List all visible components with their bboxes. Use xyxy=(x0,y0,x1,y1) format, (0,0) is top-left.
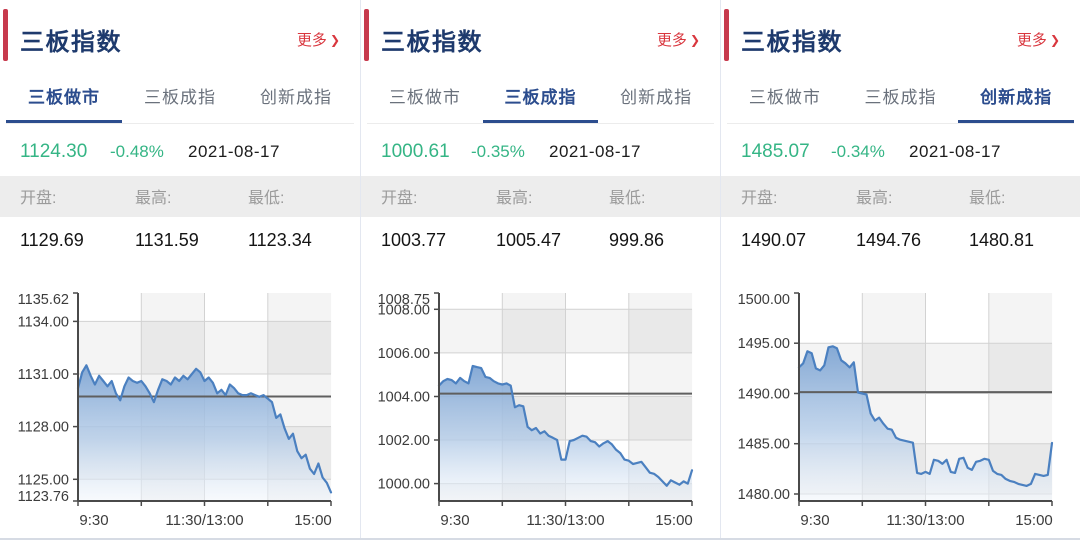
tab-chuangxin-chengzhi[interactable]: 创新成指 xyxy=(958,70,1074,123)
svg-text:1002.00: 1002.00 xyxy=(378,433,430,449)
svg-text:9:30: 9:30 xyxy=(800,512,829,529)
index-tabs: 三板做市 三板成指 创新成指 xyxy=(6,70,354,124)
chevron-right-icon: ❯ xyxy=(689,33,700,47)
quote-row: 1000.61 -0.35% 2021-08-17 xyxy=(361,124,720,176)
svg-text:9:30: 9:30 xyxy=(440,512,469,529)
stats-values-row: 1003.77 1005.47 999.86 xyxy=(361,217,720,253)
svg-text:1131.00: 1131.00 xyxy=(18,367,69,383)
stats-label-band: 开盘: 最高: 最低: xyxy=(0,176,360,217)
tab-sanban-zuoshi[interactable]: 三板做市 xyxy=(388,88,461,107)
low-value: 1480.81 xyxy=(969,230,1035,250)
high-value: 1005.47 xyxy=(496,230,562,250)
svg-text:1006.00: 1006.00 xyxy=(378,346,430,362)
low-label: 最低: xyxy=(248,190,285,207)
open-value: 1003.77 xyxy=(381,230,447,250)
tab-sanban-zuoshi[interactable]: 三板做市 xyxy=(6,70,122,123)
intraday-chart: 1135.62 1134.00 1131.00 1128.00 1125.001123.… xyxy=(18,292,333,529)
svg-text:15:00: 15:00 xyxy=(655,512,693,529)
svg-text:11:30/13:00: 11:30/13:00 xyxy=(165,512,243,529)
svg-text:11:30/13:00: 11:30/13:00 xyxy=(886,512,964,529)
more-label: 更多 xyxy=(296,31,327,49)
index-panel-2: 三板指数 更多 ❯ 三板做市 三板成指 创新成指 1000.61 -0.35% … xyxy=(360,0,720,538)
index-price: 1000.61 xyxy=(381,141,450,162)
index-panel-3: 三板指数 更多 ❯ 三板做市 三板成指 创新成指 1485.07 -0.34% … xyxy=(720,0,1080,538)
svg-text:1490.00: 1490.00 xyxy=(738,387,790,403)
more-label: 更多 xyxy=(656,31,687,49)
more-link[interactable]: 更多 ❯ xyxy=(657,29,700,50)
chevron-right-icon: ❯ xyxy=(1049,33,1060,47)
low-value: 1123.34 xyxy=(248,230,312,250)
svg-text:1008.00: 1008.00 xyxy=(378,302,430,318)
low-label: 最低: xyxy=(609,190,646,207)
page-title: 三板指数 xyxy=(741,28,843,56)
stats-values-row: 1129.69 1131.59 1123.34 xyxy=(0,217,360,253)
page-title: 三板指数 xyxy=(381,28,483,56)
panel-header: 三板指数 更多 ❯ xyxy=(0,0,360,62)
stats-values-row: 1490.07 1494.76 1480.81 xyxy=(721,217,1080,253)
index-price: 1485.07 xyxy=(741,141,810,162)
quote-row: 1485.07 -0.34% 2021-08-17 xyxy=(721,124,1080,176)
more-label: 更多 xyxy=(1016,31,1047,49)
tab-chuangxin-chengzhi[interactable]: 创新成指 xyxy=(260,88,332,107)
quote-date: 2021-08-17 xyxy=(909,142,1001,161)
index-change-percent: -0.34% xyxy=(831,142,885,161)
more-link[interactable]: 更多 ❯ xyxy=(1017,29,1060,50)
tab-sanban-chengzhi[interactable]: 三板成指 xyxy=(482,70,599,123)
svg-text:1500.00: 1500.00 xyxy=(738,292,790,308)
more-link[interactable]: 更多 ❯ xyxy=(297,29,340,50)
quote-row: 1124.30 -0.48% 2021-08-17 xyxy=(0,124,360,176)
high-label: 最高: xyxy=(856,190,893,207)
tab-sanban-chengzhi[interactable]: 三板成指 xyxy=(864,88,937,107)
open-label: 开盘: xyxy=(741,190,778,207)
stats-label-band: 开盘: 最高: 最低: xyxy=(721,176,1080,217)
open-label: 开盘: xyxy=(381,190,418,207)
high-label: 最高: xyxy=(135,190,172,207)
page-title: 三板指数 xyxy=(20,28,122,56)
high-value: 1131.59 xyxy=(135,230,199,250)
low-label: 最低: xyxy=(969,190,1006,207)
svg-text:1125.00: 1125.00 xyxy=(18,472,69,488)
index-change-percent: -0.48% xyxy=(110,142,164,161)
svg-text:1008.75: 1008.75 xyxy=(378,292,430,308)
svg-text:11:30/13:00: 11:30/13:00 xyxy=(526,512,604,529)
accent-bar xyxy=(724,9,729,61)
high-label: 最高: xyxy=(496,190,533,207)
svg-text:1004.00: 1004.00 xyxy=(378,390,430,406)
index-panel-1: 三板指数 更多 ❯ 三板做市 三板成指 创新成指 1124.30 -0.48% … xyxy=(0,0,360,538)
tab-sanban-zuoshi[interactable]: 三板做市 xyxy=(748,88,821,107)
svg-text:1128.00: 1128.00 xyxy=(18,420,69,436)
stats-label-band: 开盘: 最高: 最低: xyxy=(361,176,720,217)
svg-text:15:00: 15:00 xyxy=(1015,512,1053,529)
index-tabs: 三板做市 三板成指 创新成指 xyxy=(727,70,1074,124)
low-value: 999.86 xyxy=(609,230,665,250)
svg-text:15:00: 15:00 xyxy=(294,512,332,529)
intraday-chart: 1500.00 1495.00 1490.00 1485.00 1480.00 9:30 1… xyxy=(738,292,1054,529)
chevron-right-icon: ❯ xyxy=(329,33,340,47)
svg-text:1000.00: 1000.00 xyxy=(378,477,430,493)
panel-header: 三板指数 更多 ❯ xyxy=(361,0,720,62)
svg-text:1134.00: 1134.00 xyxy=(18,314,69,330)
open-label: 开盘: xyxy=(20,190,57,207)
svg-text:1135.62: 1135.62 xyxy=(18,292,69,308)
accent-bar xyxy=(3,9,8,61)
accent-bar xyxy=(364,9,369,61)
quote-date: 2021-08-17 xyxy=(188,142,280,161)
quote-date: 2021-08-17 xyxy=(549,142,641,161)
index-change-percent: -0.35% xyxy=(471,142,525,161)
high-value: 1494.76 xyxy=(856,230,922,250)
panel-header: 三板指数 更多 ❯ xyxy=(721,0,1080,62)
svg-text:1485.00: 1485.00 xyxy=(738,437,790,453)
open-value: 1490.07 xyxy=(741,230,807,250)
svg-text:1123.76: 1123.76 xyxy=(18,489,69,505)
open-value: 1129.69 xyxy=(20,230,84,250)
svg-text:9:30: 9:30 xyxy=(79,512,108,529)
index-price: 1124.30 xyxy=(20,141,88,162)
tab-chuangxin-chengzhi[interactable]: 创新成指 xyxy=(620,88,693,107)
index-tabs: 三板做市 三板成指 创新成指 xyxy=(367,70,714,124)
svg-text:1480.00: 1480.00 xyxy=(738,487,790,503)
tab-sanban-chengzhi[interactable]: 三板成指 xyxy=(144,88,216,107)
svg-text:1495.00: 1495.00 xyxy=(738,336,790,352)
